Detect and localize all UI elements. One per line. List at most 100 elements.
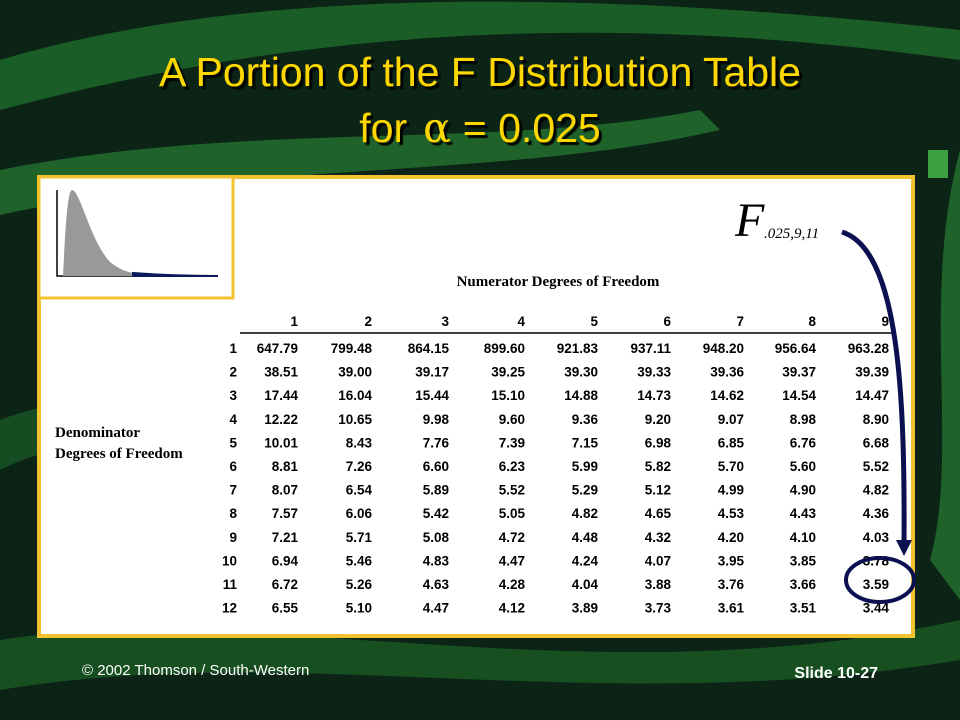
column-header: 1: [290, 314, 298, 329]
table-cell: 6.68: [863, 435, 890, 450]
table-cell: 4.20: [718, 530, 744, 545]
table-cell: 14.54: [782, 388, 816, 403]
table-cell: 39.37: [782, 365, 816, 380]
slide-number: Slide 10-27: [794, 665, 878, 682]
table-cell: 937.11: [630, 341, 671, 356]
row-header: 9: [229, 530, 237, 545]
table-cell: 5.26: [346, 577, 373, 592]
table-cell: 5.99: [572, 459, 598, 474]
column-header: 5: [590, 314, 598, 329]
table-cell: 5.05: [499, 506, 526, 521]
table-cell: 4.32: [645, 530, 671, 545]
title-line-1: A Portion of the F Distribution Table: [159, 49, 801, 95]
table-cell: 956.64: [775, 341, 817, 356]
row-header: 1: [229, 341, 237, 356]
table-cell: 8.07: [272, 483, 298, 498]
table-cell: 4.83: [423, 553, 450, 568]
column-header: 6: [663, 314, 671, 329]
table-cell: 8.81: [272, 459, 299, 474]
table-cell: 5.08: [423, 530, 450, 545]
table-cell: 4.24: [572, 553, 599, 568]
table-cell: 15.10: [491, 388, 525, 403]
table-cell: 14.47: [855, 388, 889, 403]
table-cell: 39.25: [491, 365, 525, 380]
column-header: 9: [881, 314, 889, 329]
table-cell: 7.76: [423, 435, 450, 450]
table-cell: 6.54: [346, 483, 373, 498]
column-header: 2: [364, 314, 372, 329]
table-cell: 7.26: [346, 459, 373, 474]
table-cell: 10.65: [338, 412, 372, 427]
table-cell: 7.21: [272, 530, 299, 545]
table-cell: 8.98: [790, 412, 817, 427]
table-cell: 4.10: [790, 530, 816, 545]
table-cell: 5.70: [718, 459, 744, 474]
table-cell: 3.76: [718, 577, 745, 592]
table-cell: 4.72: [499, 530, 525, 545]
table-cell: 6.85: [718, 435, 745, 450]
table: 1 2 3 4 5 6 7 8 91 647.79 799.48 864.15 899.60 921.83…: [222, 314, 890, 616]
table-cell: 9.60: [499, 412, 525, 427]
table-cell: 4.53: [718, 506, 745, 521]
table-cell: 5.10: [346, 601, 372, 616]
table-cell: 864.15: [408, 341, 450, 356]
table-cell: 3.85: [790, 553, 817, 568]
column-header: 8: [808, 314, 816, 329]
table-cell: 39.17: [415, 365, 449, 380]
title-line-2: for α = 0.025: [359, 104, 600, 152]
row-header: 12: [222, 601, 237, 616]
table-cell: 5.82: [645, 459, 671, 474]
table-cell: 4.03: [863, 530, 890, 545]
table-cell: 5.60: [790, 459, 816, 474]
table-cell: 647.79: [257, 341, 298, 356]
table-cell: 14.88: [564, 388, 598, 403]
table-cell: 6.23: [499, 459, 526, 474]
table-cell: 5.29: [572, 483, 598, 498]
table-cell: 39.36: [710, 365, 744, 380]
table-cell: 6.06: [346, 506, 373, 521]
highlight-circle: [844, 556, 916, 604]
table-cell: 3.73: [645, 601, 672, 616]
table-cell: 4.82: [863, 483, 889, 498]
table-cell: 17.44: [264, 388, 298, 403]
table-cell: 39.39: [855, 365, 889, 380]
table-cell: 4.28: [499, 577, 526, 592]
table-cell: 3.95: [718, 553, 745, 568]
table-cell: 4.90: [790, 483, 816, 498]
title-prefix: for: [359, 105, 407, 151]
table-cell: 3.89: [572, 601, 598, 616]
table-cell: 3.59: [863, 577, 889, 592]
accent-square: [928, 150, 948, 178]
numerator-label: Numerator Degrees of Freedom: [457, 274, 660, 290]
row-header: 7: [229, 483, 237, 498]
table-cell: 4.43: [790, 506, 817, 521]
title-suffix: = 0.025: [463, 105, 601, 151]
table-cell: 4.04: [572, 577, 599, 592]
swoosh: [930, 150, 960, 600]
row-header: 11: [223, 577, 238, 592]
table-cell: 15.44: [415, 388, 449, 403]
row-header: 2: [229, 365, 237, 380]
table-cell: 12.22: [264, 412, 298, 427]
table-cell: 4.82: [572, 506, 598, 521]
row-header: 6: [229, 459, 237, 474]
table-cell: 3.51: [790, 601, 817, 616]
table-cell: 6.76: [790, 435, 817, 450]
row-header: 8: [229, 506, 237, 521]
notation-symbol: F: [734, 194, 765, 247]
table-cell: 899.60: [484, 341, 525, 356]
table-cell: 39.33: [637, 365, 671, 380]
table-cell: 14.62: [710, 388, 744, 403]
table-cell: 7.39: [499, 435, 525, 450]
table-cell: 8.90: [863, 412, 889, 427]
table-cell: 7.15: [572, 435, 599, 450]
column-header: 4: [517, 314, 525, 329]
denominator-label-2: Degrees of Freedom: [55, 446, 183, 462]
table-cell: 16.04: [338, 388, 372, 403]
swoosh: [0, 110, 720, 215]
row-header: 3: [229, 388, 237, 403]
figure-curve-body: [63, 190, 133, 276]
table-cell: 6.94: [272, 553, 299, 568]
table-cell: 7.57: [272, 506, 298, 521]
table-cell: 5.89: [423, 483, 449, 498]
